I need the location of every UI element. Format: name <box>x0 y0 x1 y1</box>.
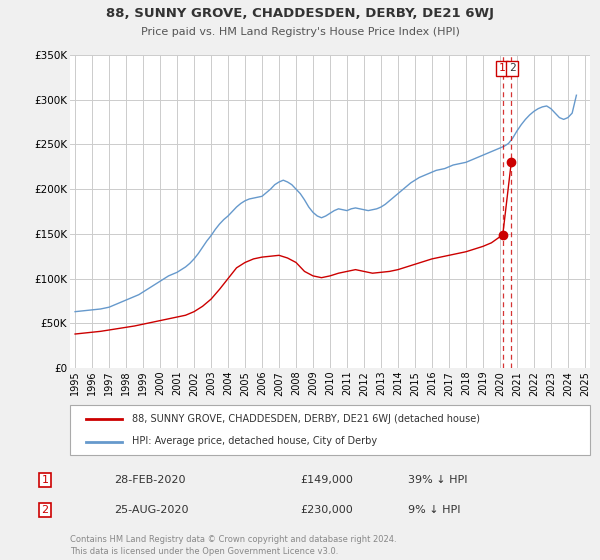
Text: 28-FEB-2020: 28-FEB-2020 <box>114 475 185 485</box>
FancyBboxPatch shape <box>70 405 590 455</box>
Text: 88, SUNNY GROVE, CHADDESDEN, DERBY, DE21 6WJ (detached house): 88, SUNNY GROVE, CHADDESDEN, DERBY, DE21… <box>133 413 481 423</box>
Text: 2: 2 <box>509 63 515 73</box>
Text: 2: 2 <box>41 505 49 515</box>
Text: £149,000: £149,000 <box>300 475 353 485</box>
Text: Price paid vs. HM Land Registry's House Price Index (HPI): Price paid vs. HM Land Registry's House … <box>140 27 460 37</box>
Text: 9% ↓ HPI: 9% ↓ HPI <box>408 505 461 515</box>
Text: Contains HM Land Registry data © Crown copyright and database right 2024.
This d: Contains HM Land Registry data © Crown c… <box>70 535 397 557</box>
Text: 1: 1 <box>499 63 505 73</box>
Text: £230,000: £230,000 <box>300 505 353 515</box>
Text: 25-AUG-2020: 25-AUG-2020 <box>114 505 188 515</box>
Text: 88, SUNNY GROVE, CHADDESDEN, DERBY, DE21 6WJ: 88, SUNNY GROVE, CHADDESDEN, DERBY, DE21… <box>106 7 494 20</box>
Text: 39% ↓ HPI: 39% ↓ HPI <box>408 475 467 485</box>
Text: 1: 1 <box>41 475 49 485</box>
Text: HPI: Average price, detached house, City of Derby: HPI: Average price, detached house, City… <box>133 436 377 446</box>
